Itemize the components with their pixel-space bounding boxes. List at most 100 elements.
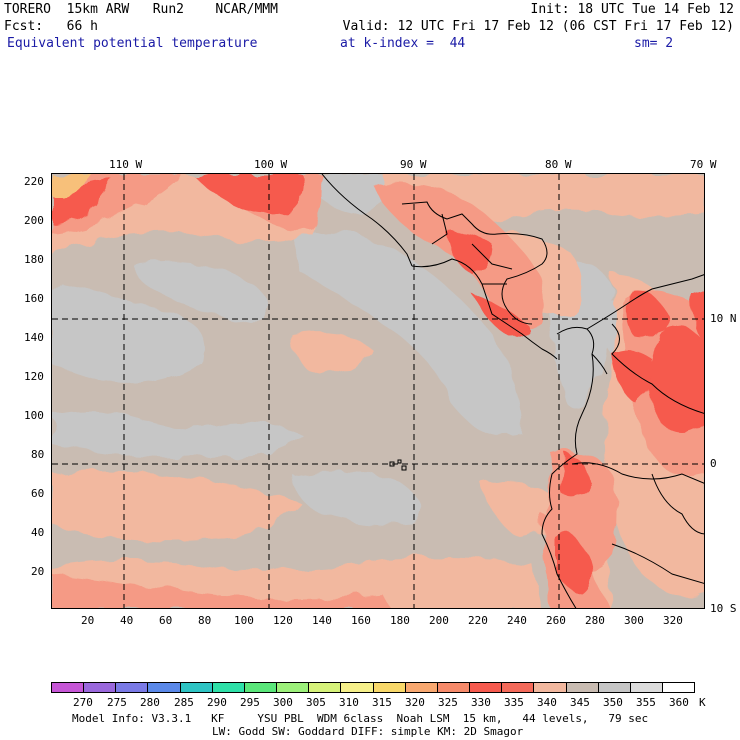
x-tick: 20 (81, 614, 95, 627)
forecast-hour: Fcst: 66 h (4, 19, 98, 34)
gray-region (52, 284, 204, 385)
y-tick: 80 (31, 448, 45, 461)
y-tick: 140 (24, 331, 44, 344)
y-tick: 160 (24, 292, 44, 305)
model-title: TORERO 15km ARW Run2 NCAR/MMM (4, 2, 278, 17)
red-region (560, 454, 592, 498)
smoothing-label: sm= 2 (634, 36, 674, 51)
lon-label-90w: 90 W (400, 158, 427, 171)
x-tick: 260 (546, 614, 566, 627)
colorbar-swatch (148, 683, 181, 692)
y-tick: 220 (24, 175, 44, 188)
x-tick: 120 (273, 614, 293, 627)
gray-region (132, 261, 267, 324)
x-tick: 240 (507, 614, 527, 627)
physics-info: LW: Godd SW: Goddard DIFF: simple KM: 2D… (212, 725, 524, 738)
lon-label-110w: 110 W (109, 158, 143, 171)
red-region (625, 291, 667, 340)
border (571, 462, 704, 484)
x-tick: 100 (234, 614, 254, 627)
x-tick: 220 (468, 614, 488, 627)
red-region (692, 289, 704, 343)
colorbar-label: 355 (636, 696, 656, 709)
y-tick: 60 (31, 487, 45, 500)
light-salmon-region (52, 470, 302, 542)
colorbar-swatch (277, 683, 310, 692)
lon-label-70w: 70 W (690, 158, 717, 171)
x-tick: 200 (429, 614, 449, 627)
colorbar (51, 682, 695, 693)
light-salmon-region (292, 331, 372, 374)
colorbar-swatch (116, 683, 149, 692)
red-region (192, 174, 304, 213)
colorbar-label: 320 (405, 696, 425, 709)
colorbar-swatch (598, 683, 631, 692)
red-region (447, 232, 492, 274)
colorbar-label: 295 (240, 696, 260, 709)
colorbar-label: 335 (504, 696, 524, 709)
colorbar-label: 315 (372, 696, 392, 709)
colorbar-label: 340 (537, 696, 557, 709)
border (611, 543, 704, 584)
model-info: Model Info: V3.3.1 KF YSU PBL WDM 6class… (72, 712, 649, 725)
y-tick: 100 (24, 409, 44, 422)
field-name: Equivalent potential temperature (7, 36, 258, 51)
coastlines (321, 174, 704, 608)
colorbar-swatch (52, 683, 85, 692)
x-tick: 80 (198, 614, 212, 627)
x-tick: 140 (312, 614, 332, 627)
colorbar-label: 290 (207, 696, 227, 709)
colorbar-swatch (566, 683, 599, 692)
colorbar-swatch (84, 683, 117, 692)
colorbar-swatch (180, 683, 213, 692)
mexico-coast (321, 174, 413, 267)
colorbar-label: 300 (273, 696, 293, 709)
colorbar-label: 305 (306, 696, 326, 709)
colorbar-label: 270 (73, 696, 93, 709)
x-tick: 60 (159, 614, 173, 627)
red-region (472, 294, 528, 339)
colorbar-swatch (341, 683, 374, 692)
x-tick: 180 (390, 614, 410, 627)
x-tick: 300 (624, 614, 644, 627)
colorbar-label: 330 (471, 696, 491, 709)
colorbar-label: 280 (140, 696, 160, 709)
colorbar-swatch (212, 683, 245, 692)
gray-region (292, 470, 420, 526)
galapagos (389, 459, 407, 471)
x-tick: 280 (585, 614, 605, 627)
salmon-region (52, 574, 391, 608)
kindex-label: at k-index = 44 (340, 36, 466, 51)
colorbar-unit: K (699, 696, 706, 709)
colorbar-label: 360 (669, 696, 689, 709)
colorbar-swatch (244, 683, 278, 692)
colorbar-swatch (502, 683, 535, 692)
colorbar-swatch (437, 683, 471, 692)
y-tick: 120 (24, 370, 44, 383)
y-tick: 200 (24, 214, 44, 227)
lat-label-10s: 10 S (710, 602, 737, 615)
colorbar-label: 325 (438, 696, 458, 709)
x-tick: 320 (663, 614, 683, 627)
colorbar-swatch (373, 683, 406, 692)
lon-label-100w: 100 W (254, 158, 288, 171)
border (611, 323, 704, 414)
init-time: Init: 18 UTC Tue 14 Feb 12 (530, 2, 735, 17)
colorbar-label: 350 (603, 696, 623, 709)
colorbar-label: 310 (339, 696, 359, 709)
lat-label-10n: 10 N (710, 312, 737, 325)
colorbar-swatch (630, 683, 663, 692)
colorbar-swatch (309, 683, 342, 692)
colorbar-swatch (405, 683, 438, 692)
theta-e-field (52, 174, 704, 608)
colorbar-label: 275 (107, 696, 127, 709)
y-tick: 20 (31, 565, 45, 578)
valid-time: Valid: 12 UTC Fri 17 Feb 12 (06 CST Fri … (342, 19, 734, 34)
y-tick: 40 (31, 526, 45, 539)
x-tick: 160 (351, 614, 371, 627)
border (431, 213, 448, 245)
light-salmon-region (482, 481, 562, 539)
colorbar-swatch (662, 683, 695, 692)
colorbar-label: 285 (174, 696, 194, 709)
lat-label-0: 0 (710, 457, 717, 470)
